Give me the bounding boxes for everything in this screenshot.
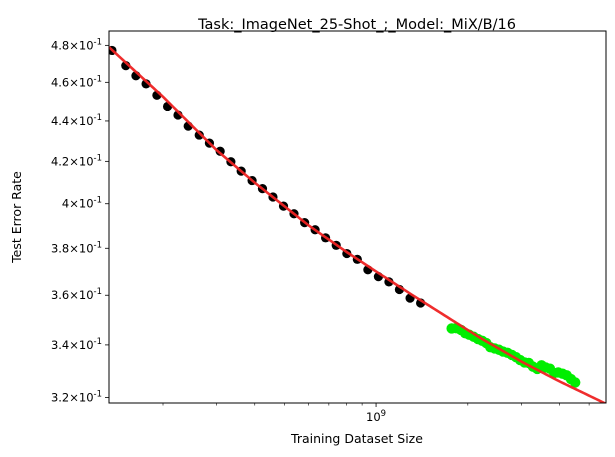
y-tick-label: 4×10-1 [62, 196, 102, 211]
y-tick-label: 4.4×10-1 [51, 113, 102, 128]
scatter-series-black [109, 45, 426, 308]
data-point [141, 79, 151, 89]
series-layer [109, 45, 606, 403]
y-tick-label: 4.8×10-1 [51, 37, 102, 52]
y-tick-label: 4.6×10-1 [51, 74, 102, 89]
y-tick-label: 4.2×10-1 [51, 153, 102, 168]
fit-line [109, 46, 606, 403]
y-tick-label: 3.4×10-1 [51, 337, 102, 352]
y-axis-ticks: 3.2×10-1 3.4×10-1 3.6×10-1 3.8×10-1 4×10-1 4.… [51, 37, 109, 405]
x-axis-label: Training Dataset Size [290, 431, 423, 446]
y-tick-label: 3.8×10-1 [51, 240, 102, 255]
data-point [569, 377, 581, 388]
chart-title: Task:_ImageNet_25-Shot_;_Model:_MiX/B/16 [197, 17, 516, 33]
data-point [194, 130, 204, 140]
x-axis-ticks: 109 [162, 403, 590, 424]
y-tick-label: 3.6×10-1 [51, 287, 102, 302]
y-axis-label: Test Error Rate [9, 171, 24, 264]
x-tick-label: 109 [366, 409, 386, 424]
y-tick-label: 3.2×10-1 [51, 390, 102, 405]
scatter-series-green [446, 322, 581, 388]
plot-area-frame [108, 30, 607, 404]
